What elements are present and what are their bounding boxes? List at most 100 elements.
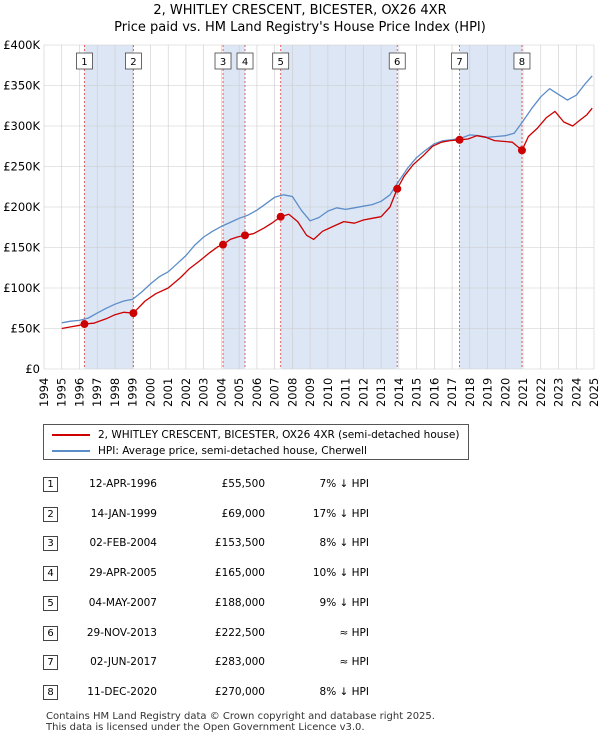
x-tick-label: 2015 (410, 378, 424, 407)
sale-hpi-relation: 10% ↓ HPI (312, 567, 369, 579)
chart-title: 2, WHITLEY CRESCENT, BICESTER, OX26 4XR … (0, 2, 600, 36)
x-tick-label: 2019 (481, 378, 495, 407)
sale-number-badge: 8 (43, 685, 58, 700)
y-tick-label: £100K (3, 281, 40, 295)
sale-point (80, 320, 89, 329)
table-row: 3 02-FEB-2004 £153,500 8% ↓ HPI (0, 534, 600, 554)
x-tick-label: 2018 (463, 378, 477, 407)
x-tick-label: 1996 (72, 378, 86, 407)
x-tick-label: 2009 (303, 378, 317, 407)
sale-badge-box (451, 52, 468, 70)
price-chart: 1 2 3 4 5 6 7 8 £0 £50K £100K £150K £200K £250K £300K… (3, 38, 600, 407)
sale-hpi-relation: 17% ↓ HPI (312, 508, 369, 520)
sale-hpi-relation: 8% ↓ HPI (319, 686, 369, 698)
x-tick-label: 1999 (126, 378, 140, 407)
sale-date: 29-APR-2005 (89, 567, 157, 579)
sale-badge-box (513, 52, 531, 70)
sale-price: £69,000 (221, 508, 265, 520)
sale-date: 11-DEC-2020 (87, 686, 157, 698)
sale-price: £153,500 (214, 537, 265, 549)
sale-badge-box (236, 52, 254, 70)
sale-badge-box (214, 52, 232, 70)
sale-number-badge: 3 (43, 536, 58, 551)
sale-date: 02-FEB-2004 (89, 537, 157, 549)
sale-date: 12-APR-1996 (89, 478, 157, 490)
sale-badge-label: 6 (394, 57, 400, 68)
x-tick-label: 2016 (427, 378, 441, 407)
sale-badge-label: 4 (242, 57, 248, 68)
sale-hpi-relation: ≈ HPI (339, 656, 369, 668)
sale-badge-label: 5 (277, 57, 283, 68)
table-row: 6 29-NOV-2013 £222,500 ≈ HPI (0, 624, 600, 644)
sale-number-badge: 4 (43, 566, 58, 581)
chart-title-line2: Price paid vs. HM Land Registry's House … (114, 20, 486, 35)
x-tick-label: 2013 (374, 378, 388, 407)
x-tick-label: 2004 (214, 378, 228, 407)
sale-date: 29-NOV-2013 (86, 627, 157, 639)
sale-badge-box (272, 52, 290, 70)
y-tick-label: £300K (3, 119, 40, 133)
legend-label-hpi: HPI: Average price, semi-detached house,… (98, 445, 367, 457)
x-tick-label: 1997 (90, 378, 104, 407)
sale-point (517, 146, 526, 155)
y-tick-label: £0 (25, 362, 40, 376)
table-row: 2 14-JAN-1999 £69,000 17% ↓ HPI (0, 505, 600, 525)
chart-title-line1: 2, WHITLEY CRESCENT, BICESTER, OX26 4XR (153, 3, 447, 18)
y-tick-label: £350K (3, 79, 40, 93)
sale-badge-box (125, 52, 142, 70)
sale-badge-label: 7 (456, 57, 462, 68)
y-tick-label: £200K (3, 200, 40, 214)
sale-hpi-relation: 9% ↓ HPI (319, 597, 369, 609)
y-tick-label: £150K (3, 241, 40, 255)
legend: 2, WHITLEY CRESCENT, BICESTER, OX26 4XR … (43, 424, 469, 460)
sale-date: 04-MAY-2007 (88, 597, 157, 609)
table-row: 7 02-JUN-2017 £283,000 ≈ HPI (0, 653, 600, 673)
x-tick-label: 2003 (197, 378, 211, 407)
sale-badge-label: 2 (130, 57, 136, 68)
legend-swatch-hpi (52, 450, 90, 452)
x-tick-label: 2007 (268, 378, 282, 407)
sale-price: £165,000 (214, 567, 265, 579)
x-tick-label: 2023 (552, 378, 566, 407)
sale-number-badge: 6 (43, 626, 58, 641)
x-tick-label: 2020 (498, 378, 512, 407)
sale-badge-label: 3 (220, 57, 226, 68)
sale-date: 14-JAN-1999 (90, 508, 157, 520)
sale-price: £55,500 (221, 478, 265, 490)
legend-label-property: 2, WHITLEY CRESCENT, BICESTER, OX26 4XR … (98, 429, 460, 441)
sale-number-badge: 5 (43, 596, 58, 611)
y-tick-label: £250K (3, 160, 40, 174)
sale-badge-box (76, 52, 93, 70)
series-lines (61, 75, 593, 330)
x-tick-label: 2002 (179, 378, 193, 407)
x-tick-label: 2001 (161, 378, 175, 407)
sale-price: £188,000 (214, 597, 265, 609)
sale-point (241, 231, 250, 240)
x-tick-label: 2021 (516, 378, 530, 407)
sale-hpi-relation: 7% ↓ HPI (319, 478, 369, 490)
x-tick-label: 2025 (587, 378, 600, 407)
x-tick-label: 2006 (250, 378, 264, 407)
legend-item-hpi: HPI: Average price, semi-detached house,… (44, 443, 367, 459)
sale-price: £270,000 (214, 686, 265, 698)
sale-point (129, 309, 138, 318)
legend-swatch-property (52, 434, 90, 436)
table-row: 1 12-APR-1996 £55,500 7% ↓ HPI (0, 475, 600, 495)
series-line-hpi (61, 75, 593, 324)
x-tick-label: 2005 (232, 378, 246, 407)
table-row: 5 04-MAY-2007 £188,000 9% ↓ HPI (0, 594, 600, 614)
sale-badges: 1 2 3 4 5 6 7 8 (76, 52, 531, 70)
sale-points (80, 135, 526, 329)
table-row: 8 11-DEC-2020 £270,000 8% ↓ HPI (0, 683, 600, 703)
x-axis-ticks: 1994 1995 1996 1997 1998 1999 2000 2001 2002 2003… (37, 378, 600, 407)
x-tick-label: 2024 (569, 378, 583, 407)
sale-badge-box (388, 52, 406, 70)
y-tick-label: £400K (3, 38, 40, 52)
series-line-property (61, 107, 593, 330)
x-tick-label: 2017 (445, 378, 459, 407)
sale-badge-label: 1 (81, 57, 87, 68)
legend-item-property: 2, WHITLEY CRESCENT, BICESTER, OX26 4XR … (44, 427, 459, 443)
x-tick-label: 2014 (392, 378, 406, 407)
x-tick-label: 2022 (534, 378, 548, 407)
sale-point (393, 184, 402, 193)
